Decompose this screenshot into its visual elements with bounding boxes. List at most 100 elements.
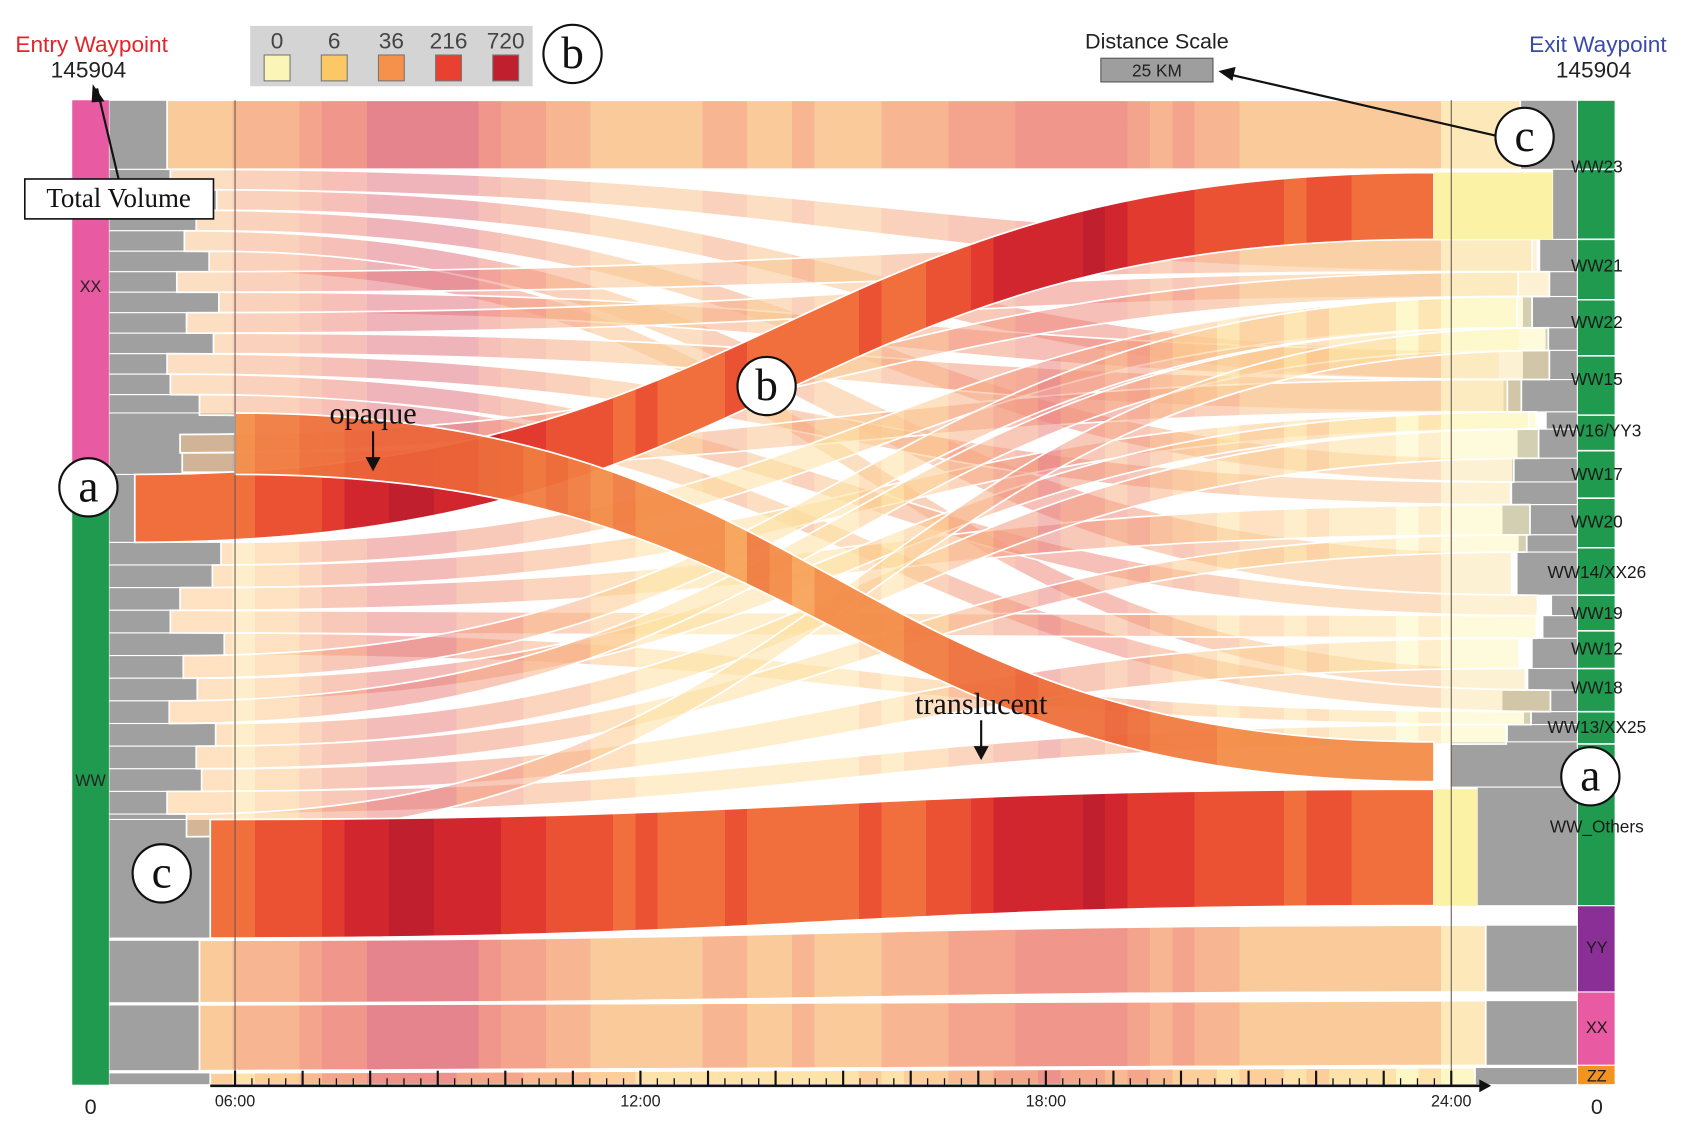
entry-distance-bar <box>108 790 168 815</box>
entry-waypoint-title: Entry Waypoint <box>15 32 168 57</box>
entry-distance-bar <box>108 373 171 396</box>
entry-distance-bar <box>108 332 215 355</box>
entry-distance-bar <box>108 353 168 375</box>
exit-bottom-value: 0 <box>1591 1094 1603 1119</box>
entry-group-bar-xx[interactable] <box>72 100 109 488</box>
entry-distance-bar <box>108 655 184 679</box>
legend-swatch <box>263 54 291 82</box>
exit-waypoint-label: WW12 <box>1571 638 1623 658</box>
time-axis-label: 12:00 <box>620 1092 660 1110</box>
entry-distance-bar <box>108 312 188 334</box>
flow-band-translucent[interactable] <box>185 326 1550 838</box>
exit-distance-bar <box>1516 551 1578 596</box>
flow-bands <box>133 99 1553 1086</box>
exit-distance-bar <box>1511 481 1578 506</box>
time-axis-label: 18:00 <box>1026 1092 1066 1110</box>
marker-a-entry: a <box>58 457 119 518</box>
exit-waypoint-label: WW22 <box>1571 312 1623 332</box>
marker-letter: a <box>78 461 98 511</box>
exit-waypoint-label: WW13/XX25 <box>1547 717 1646 737</box>
exit-distance-bar <box>1474 1066 1578 1086</box>
flow-band-translucent[interactable] <box>200 637 1521 793</box>
exit-group-bars <box>1576 99 1616 1086</box>
entry-distance-bar <box>108 632 225 657</box>
legend-value: 720 <box>487 29 525 54</box>
exit-group-bar-zz[interactable] <box>1576 1064 1616 1086</box>
flow-band-to-xx[interactable] <box>198 999 1487 1072</box>
entry-distance-bar <box>108 745 197 770</box>
exit-waypoint-label: WW14/XX26 <box>1547 562 1646 582</box>
exit-waypoint-label: WW23 <box>1571 157 1623 177</box>
entry-distance-bar <box>108 939 201 1004</box>
flow-band-top[interactable] <box>166 99 1522 171</box>
entry-distance-bar <box>108 250 210 273</box>
color-legend: 0 6 36 216 720 <box>250 25 533 87</box>
exit-distance-bar <box>1485 1000 1578 1066</box>
flow-band-to-yy[interactable] <box>198 924 1487 1004</box>
legend-swatch <box>377 54 405 82</box>
exit-distance-bar <box>1531 637 1578 670</box>
legend-swatch <box>435 54 463 82</box>
marker-letter: b <box>755 360 778 410</box>
marker-c-distance: c <box>1494 106 1555 168</box>
exit-waypoint-label: WW18 <box>1571 677 1623 697</box>
distance-scale-callout-arrow <box>1218 66 1497 137</box>
opaque-callout: opaque <box>329 397 417 472</box>
exit-waypoint-label: WW20 <box>1571 511 1623 531</box>
entry-group-bars <box>72 100 109 1085</box>
entry-distance-bar <box>108 722 217 747</box>
entry-distance-bar <box>108 677 198 702</box>
marker-b-flow: b <box>736 355 797 417</box>
entry-distance-bar <box>108 271 178 293</box>
exit-waypoint-label: WW17 <box>1571 464 1623 484</box>
entry-bottom-value: 0 <box>85 1094 97 1119</box>
flow-band-crossing[interactable] <box>234 412 1435 783</box>
time-axis-arrow <box>1479 1079 1492 1093</box>
distance-scale-title: Distance Scale <box>1085 29 1229 54</box>
exit-waypoint-label: YY <box>1586 939 1608 957</box>
entry-distance-bar <box>108 394 201 416</box>
time-axis: 06:00 12:00 18:00 24:00 <box>210 1070 1492 1110</box>
marker-letter: c <box>1515 111 1535 161</box>
flow-band-tail <box>1434 789 1478 906</box>
entry-distance-bar <box>108 291 220 314</box>
entry-group-bar-ww[interactable] <box>72 487 109 1085</box>
exit-waypoint-label: WW15 <box>1571 369 1623 389</box>
exit-waypoint-label: WW16/YY3 <box>1552 421 1641 441</box>
marker-letter: b <box>561 28 584 78</box>
legend-value: 36 <box>379 29 404 54</box>
translucent-label: translucent <box>915 687 1048 721</box>
entry-distance-bar <box>108 541 222 566</box>
exit-distance-bar <box>1449 741 1578 788</box>
entry-distance-bar <box>108 768 203 792</box>
marker-a-exit: a <box>1560 746 1621 807</box>
entry-distance-bar <box>108 99 168 170</box>
marker-letter: a <box>1580 750 1600 800</box>
legend-value: 6 <box>328 29 341 54</box>
exit-waypoint-label: WW19 <box>1571 603 1623 623</box>
exit-waypoint-label: WW_Others <box>1550 816 1644 836</box>
marker-letter: c <box>152 847 172 897</box>
entry-distance-bar <box>108 230 185 252</box>
exit-group-bar-xx[interactable] <box>1576 991 1616 1066</box>
exit-distance-bar <box>1511 457 1578 483</box>
flow-band-tail <box>1434 172 1553 240</box>
time-axis-label: 06:00 <box>215 1092 255 1110</box>
distance-scale-value: 25 KM <box>1132 61 1182 81</box>
opaque-label: opaque <box>329 397 416 431</box>
legend-swatch <box>320 54 348 82</box>
entry-distance-bar <box>108 700 170 725</box>
distance-scale-bar <box>1100 57 1214 83</box>
entry-distance-bar <box>108 609 171 634</box>
exit-total-volume: 145904 <box>1556 58 1631 83</box>
marker-b-legend: b <box>542 23 603 85</box>
exit-waypoint-labels: WW23 WW21 WW22 WW15 WW16/YY3 WW17 WW20 WW14/XX2… <box>1547 157 1646 1086</box>
exit-distance-bar <box>1476 786 1578 907</box>
entry-group-label-xx: XX <box>80 278 102 296</box>
entry-distance-bar <box>108 1072 211 1086</box>
entry-distance-bar <box>108 587 181 611</box>
exit-waypoint-label: XX <box>1586 1019 1608 1037</box>
exit-distance-bar <box>1485 924 1578 993</box>
time-axis-label: 24:00 <box>1431 1092 1471 1110</box>
